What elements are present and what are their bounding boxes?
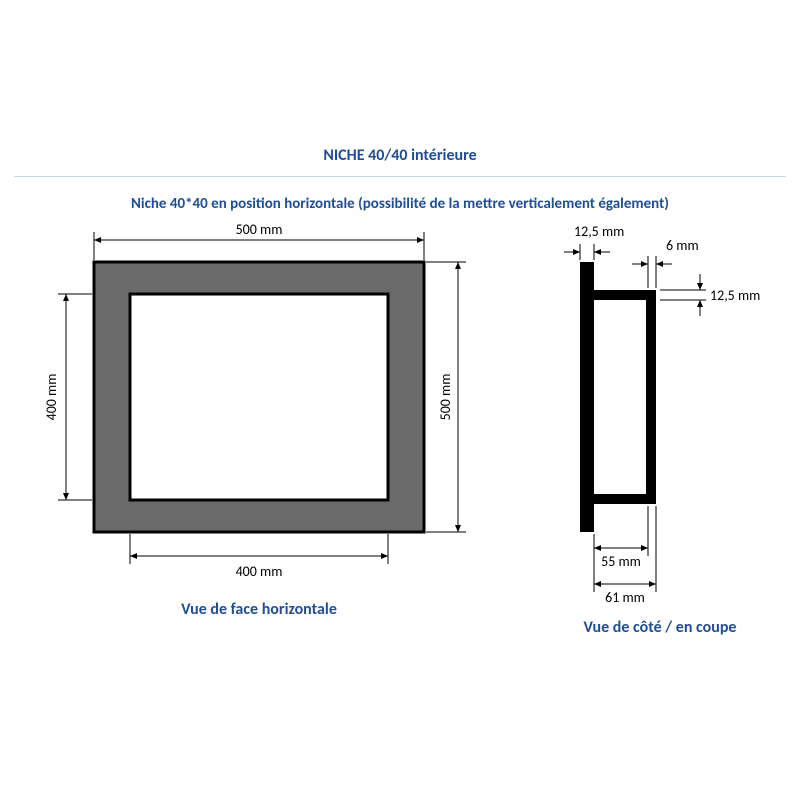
dim-label: 12,5 mm <box>710 287 760 304</box>
dim-label: 400 mm <box>236 563 283 580</box>
dim-bottom-inner: 400 mm <box>130 534 388 580</box>
dim-bottom-box: 55 mm <box>594 506 648 570</box>
dim-label: 400 mm <box>43 374 60 421</box>
front-view: 500 mm 400 mm 400 mm 500 mm <box>43 221 466 580</box>
front-caption: Vue de face horizontale <box>94 600 424 619</box>
dim-label: 6 mm <box>666 237 699 254</box>
side-view: 12,5 mm 6 mm 12,5 mm 55 mm <box>564 223 760 606</box>
dim-left-inner: 400 mm <box>43 294 92 500</box>
technical-drawing: 500 mm 400 mm 400 mm 500 mm <box>0 0 800 800</box>
dim-top-flange: 12,5 mm <box>564 223 624 260</box>
dim-label: 55 mm <box>601 553 641 570</box>
dim-label: 61 mm <box>605 589 645 606</box>
dim-right-step: 12,5 mm <box>660 274 760 316</box>
dim-top-outer: 500 mm <box>94 221 424 260</box>
dim-top-back: 6 mm <box>632 237 699 288</box>
dim-label: 500 mm <box>236 221 283 238</box>
dim-label: 500 mm <box>437 374 454 421</box>
dim-right-outer: 500 mm <box>426 262 466 532</box>
dim-label: 12,5 mm <box>574 223 624 240</box>
side-caption: Vue de côté / en coupe <box>560 618 760 637</box>
